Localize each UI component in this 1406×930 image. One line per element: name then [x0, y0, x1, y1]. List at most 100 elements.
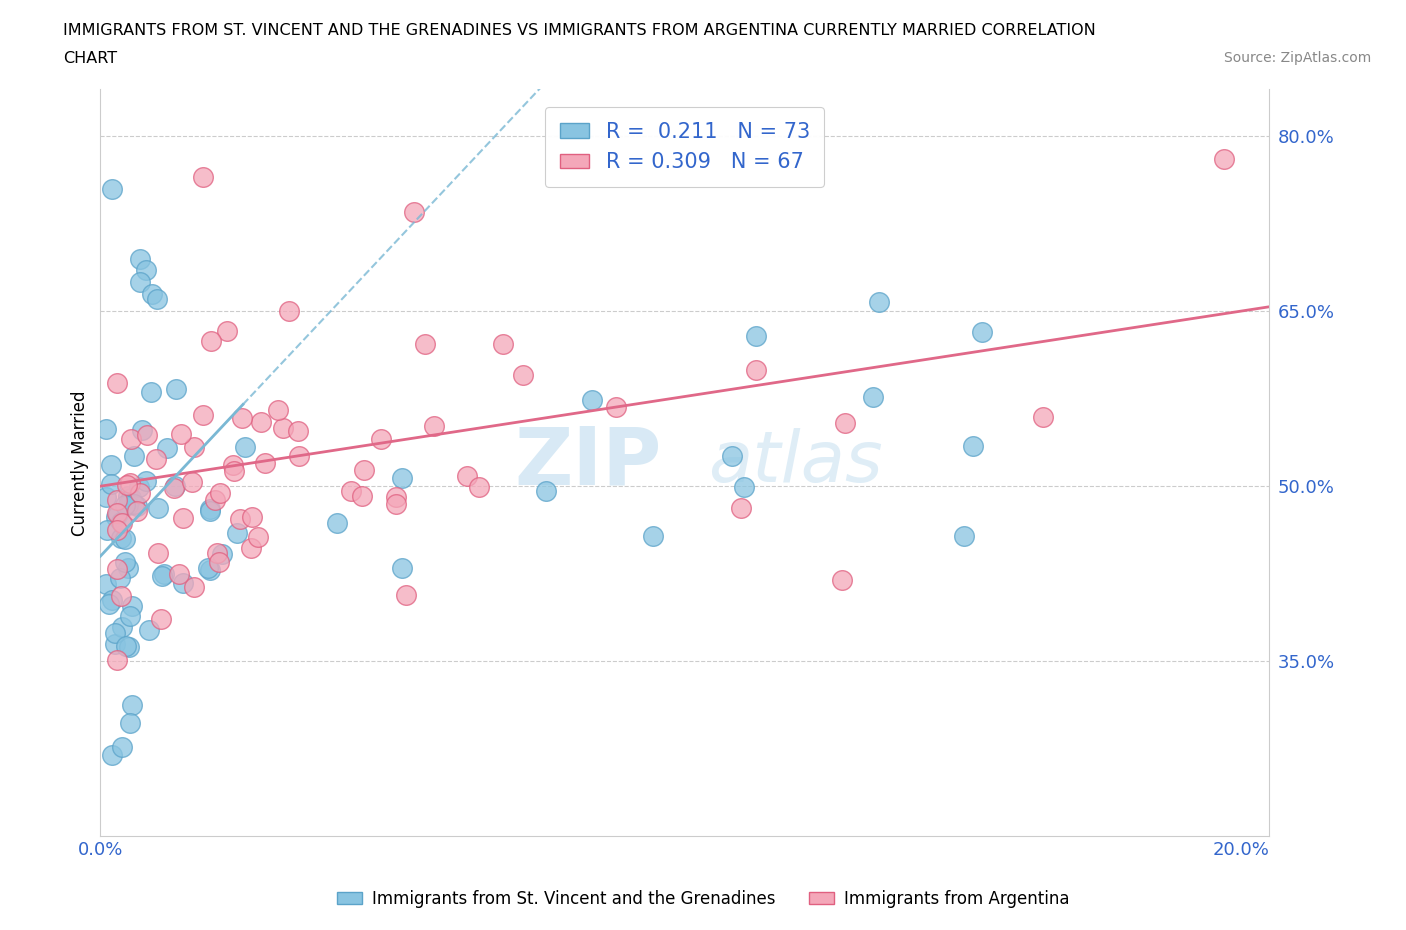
- Point: [456, 469, 478, 484]
- Point: [110, 589, 132, 604]
- Point: [180, 474, 202, 489]
- Point: [385, 497, 408, 512]
- Point: [138, 623, 160, 638]
- Text: atlas: atlas: [709, 429, 883, 498]
- Point: [970, 324, 993, 339]
- Point: [135, 263, 157, 278]
- Point: [94, 421, 117, 436]
- Point: [145, 451, 167, 466]
- Point: [492, 337, 515, 352]
- Point: [94, 490, 117, 505]
- Point: [217, 324, 239, 339]
- Point: [834, 416, 856, 431]
- Point: [148, 500, 170, 515]
- Point: [114, 498, 136, 512]
- Point: [104, 626, 127, 641]
- Point: [156, 440, 179, 455]
- Point: [370, 432, 392, 446]
- Point: [117, 498, 139, 512]
- Point: [118, 715, 141, 730]
- Point: [581, 392, 603, 407]
- Point: [135, 473, 157, 488]
- Point: [467, 479, 489, 494]
- Point: [128, 480, 150, 495]
- Point: [730, 500, 752, 515]
- Point: [104, 636, 127, 651]
- Point: [107, 505, 129, 520]
- Point: [745, 328, 768, 343]
- Point: [222, 458, 245, 472]
- Point: [100, 476, 122, 491]
- Point: [512, 367, 534, 382]
- Point: [247, 529, 270, 544]
- Point: [198, 563, 221, 578]
- Point: [339, 484, 361, 498]
- Point: [183, 579, 205, 594]
- Point: [131, 423, 153, 438]
- Point: [240, 510, 263, 525]
- Point: [111, 739, 134, 754]
- Point: [120, 608, 142, 623]
- Point: [271, 421, 294, 436]
- Point: [868, 295, 890, 310]
- Point: [114, 638, 136, 653]
- Point: [104, 510, 127, 525]
- Point: [100, 747, 122, 762]
- Point: [253, 456, 276, 471]
- Point: [197, 560, 219, 575]
- Point: [110, 619, 132, 634]
- Point: [152, 566, 174, 581]
- Point: [962, 439, 984, 454]
- Point: [107, 507, 129, 522]
- Point: [191, 407, 214, 422]
- Point: [204, 492, 226, 507]
- Point: [114, 554, 136, 569]
- Point: [200, 504, 222, 519]
- Point: [198, 501, 221, 516]
- Point: [128, 485, 150, 500]
- Point: [250, 415, 273, 430]
- Point: [170, 427, 193, 442]
- Point: [641, 529, 664, 544]
- Point: [209, 485, 232, 500]
- Point: [141, 286, 163, 301]
- Point: [107, 522, 129, 537]
- Point: [94, 577, 117, 591]
- Point: [1032, 410, 1054, 425]
- Point: [287, 423, 309, 438]
- Point: [862, 390, 884, 405]
- Legend: Immigrants from St. Vincent and the Grenadines, Immigrants from Argentina: Immigrants from St. Vincent and the Gren…: [330, 883, 1076, 914]
- Point: [391, 472, 413, 486]
- Point: [605, 400, 627, 415]
- Point: [107, 653, 129, 668]
- Point: [423, 418, 446, 433]
- Point: [120, 491, 142, 506]
- Point: [115, 477, 138, 492]
- Point: [402, 205, 425, 219]
- Point: [107, 562, 129, 577]
- Point: [229, 512, 252, 526]
- Point: [111, 515, 134, 530]
- Point: [267, 403, 290, 418]
- Point: [953, 528, 976, 543]
- Point: [278, 303, 301, 318]
- Point: [163, 479, 186, 494]
- Point: [226, 525, 249, 540]
- Point: [536, 484, 558, 498]
- Point: [118, 639, 141, 654]
- Point: [122, 448, 145, 463]
- Point: [122, 497, 145, 512]
- Text: Source: ZipAtlas.com: Source: ZipAtlas.com: [1223, 51, 1371, 65]
- Text: IMMIGRANTS FROM ST. VINCENT AND THE GRENADINES VS IMMIGRANTS FROM ARGENTINA CURR: IMMIGRANTS FROM ST. VINCENT AND THE GREN…: [63, 23, 1097, 38]
- Point: [352, 489, 374, 504]
- Point: [139, 385, 162, 400]
- Point: [136, 428, 159, 443]
- Point: [391, 560, 413, 575]
- Point: [120, 475, 142, 490]
- Point: [325, 516, 347, 531]
- Point: [114, 532, 136, 547]
- Point: [121, 599, 143, 614]
- Point: [831, 572, 853, 587]
- Point: [385, 490, 408, 505]
- Point: [110, 530, 132, 545]
